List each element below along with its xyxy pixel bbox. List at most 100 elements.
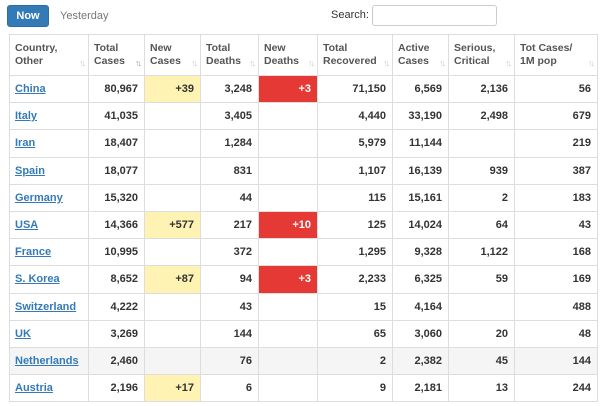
cell-active-cases: 4,164 [392,292,449,321]
cell-new-deaths: +3 [258,265,318,294]
cell-country: Italy [9,102,89,131]
column-header-label: Country, Other [15,42,58,67]
cell-total-cases: 3,269 [88,319,145,348]
column-header-country[interactable]: Country, Other ↑↓ [9,34,89,76]
sort-arrows-icon[interactable]: ↑↓ [383,58,390,68]
cell-total-cases: 2,196 [88,374,145,403]
sort-arrows-icon[interactable]: ↑↓ [249,58,256,68]
sort-arrows-icon[interactable]: ↑↓ [308,58,315,68]
sort-arrows-icon[interactable]: ↑↓ [79,58,86,68]
cell-active-cases: 9,328 [392,238,449,267]
cell-active-cases: 14,024 [392,210,449,240]
table-row: S. Korea 8,652 +87 94 +3 2,233 6,325 59 169 [9,265,598,294]
cell-active-cases: 6,325 [392,265,449,294]
country-link[interactable]: China [15,83,46,96]
cell-new-cases: +39 [144,74,201,104]
tab-yesterday[interactable]: Yesterday [60,10,109,22]
country-link[interactable]: Netherlands [15,354,79,367]
cell-total-recovered: 1,107 [317,156,393,185]
search-input[interactable] [372,5,497,26]
cell-active-cases: 33,190 [392,102,449,131]
country-link[interactable]: Switzerland [15,300,77,313]
cell-total-deaths: 831 [200,156,259,185]
column-header-label: New Deaths [264,42,300,67]
cell-country: Netherlands [9,346,89,376]
cell-new-cases [144,319,201,348]
cell-new-deaths: +10 [258,210,318,240]
column-header-total-deaths[interactable]: Total Deaths ↑↓ [200,34,259,76]
cell-active-cases: 2,382 [392,346,449,376]
table-body: China 80,967 +39 3,248 +3 71,150 6,569 2,136 56 I… [9,74,598,403]
column-header-serious-critical[interactable]: Serious, Critical ↑↓ [448,34,515,76]
column-header-total-cases[interactable]: Total Cases ↑↓ [88,34,145,76]
cell-country: Germany [9,183,89,212]
cell-active-cases: 15,161 [392,183,449,212]
cell-active-cases: 6,569 [392,74,449,104]
cell-total-deaths: 372 [200,238,259,267]
sort-arrows-icon[interactable]: ↑↓ [191,58,198,68]
table-row: Iran 18,407 1,284 5,979 11,144 219 [9,129,598,158]
sort-arrows-icon[interactable]: ↑↓ [588,58,595,68]
cell-country: Switzerland [9,292,89,321]
cell-total-recovered: 15 [317,292,393,321]
table-row: Austria 2,196 +17 6 9 2,181 13 244 [9,374,598,403]
cell-total-deaths: 1,284 [200,129,259,158]
cell-new-cases [144,183,201,212]
country-link[interactable]: USA [15,219,39,232]
table-row: USA 14,366 +577 217 +10 125 14,024 64 43 [9,210,598,240]
cell-active-cases: 16,139 [392,156,449,185]
cell-per-million: 183 [514,183,598,212]
cell-total-deaths: 6 [200,374,259,403]
cell-total-recovered: 5,979 [317,129,393,158]
table-row: China 80,967 +39 3,248 +3 71,150 6,569 2,136 56 [9,74,598,104]
sort-arrows-icon[interactable]: ↑↓ [439,58,446,68]
country-link[interactable]: Italy [15,110,38,123]
column-header-per-million[interactable]: Tot Cases/ 1M pop ↑↓ [514,34,598,76]
cell-new-deaths [258,374,318,403]
cell-total-recovered: 9 [317,374,393,403]
table-row: France 10,995 372 1,295 9,328 1,122 168 [9,238,598,267]
cell-total-cases: 4,222 [88,292,145,321]
country-link[interactable]: UK [15,327,31,340]
cell-total-cases: 8,652 [88,265,145,294]
cell-total-deaths: 44 [200,183,259,212]
column-header-new-deaths[interactable]: New Deaths ↑↓ [258,34,318,76]
column-header-label: Tot Cases/ 1M pop [520,42,573,67]
cell-new-cases [144,238,201,267]
cell-total-recovered: 65 [317,319,393,348]
cell-total-cases: 10,995 [88,238,145,267]
tab-now[interactable]: Now [7,5,49,27]
cell-per-million: 48 [514,319,598,348]
country-link[interactable]: Austria [15,382,53,395]
cell-country: China [9,74,89,104]
cell-total-recovered: 71,150 [317,74,393,104]
cell-new-deaths [258,238,318,267]
column-header-active-cases[interactable]: Active Cases ↑↓ [392,34,449,76]
country-link[interactable]: S. Korea [15,273,60,286]
country-link[interactable]: France [15,246,52,259]
cell-new-deaths [258,156,318,185]
sort-arrows-icon[interactable]: ↑↓ [135,58,142,68]
sort-arrows-icon[interactable]: ↑↓ [505,58,512,68]
cell-new-deaths [258,346,318,376]
cell-new-cases [144,292,201,321]
column-header-new-cases[interactable]: New Cases ↑↓ [144,34,201,76]
cell-total-cases: 18,077 [88,156,145,185]
country-link[interactable]: Iran [15,137,36,150]
cell-new-deaths [258,319,318,348]
country-link[interactable]: Spain [15,164,45,177]
cell-new-deaths: +3 [258,74,318,104]
cell-serious-critical: 13 [448,374,515,403]
cell-country: S. Korea [9,265,89,294]
cell-new-cases: +577 [144,210,201,240]
cell-total-cases: 80,967 [88,74,145,104]
cell-per-million: 56 [514,74,598,104]
cell-new-cases [144,346,201,376]
country-link[interactable]: Germany [15,191,63,204]
cell-country: France [9,238,89,267]
cell-serious-critical: 2,498 [448,102,515,131]
column-header-total-recovered[interactable]: Total Recovered ↑↓ [317,34,393,76]
cell-country: UK [9,319,89,348]
cell-new-deaths [258,102,318,131]
table-row: UK 3,269 144 65 3,060 20 48 [9,319,598,348]
